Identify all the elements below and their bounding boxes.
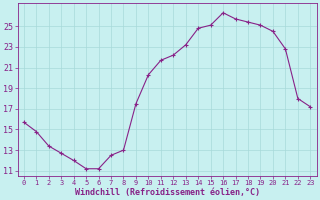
X-axis label: Windchill (Refroidissement éolien,°C): Windchill (Refroidissement éolien,°C) bbox=[75, 188, 260, 197]
